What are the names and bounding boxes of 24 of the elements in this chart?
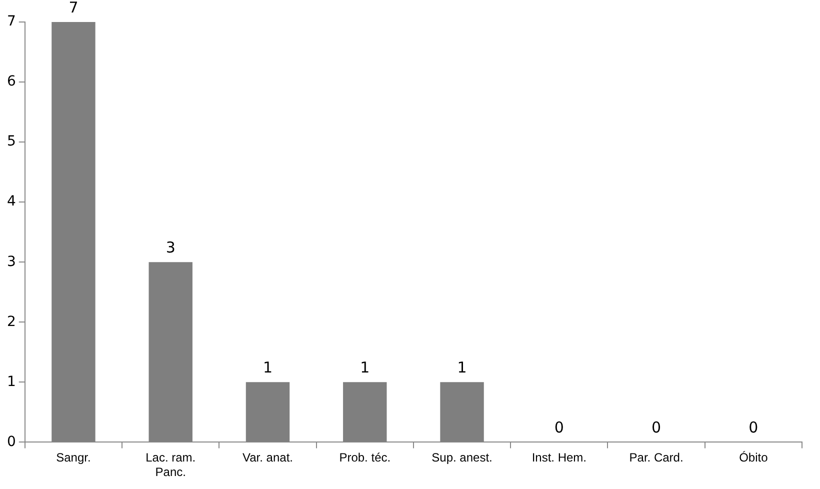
- y-tick-label: 1: [6, 374, 16, 390]
- data-label: 1: [457, 358, 467, 377]
- data-label: 0: [554, 418, 564, 437]
- data-label: 1: [360, 358, 370, 377]
- data-label: 7: [68, 0, 78, 16]
- y-tick-label: 0: [6, 434, 16, 450]
- y-tick-label: 7: [6, 14, 16, 30]
- y-tick-label: 6: [6, 74, 16, 90]
- x-tick-label: Inst. Hem.: [532, 450, 586, 465]
- data-label: 1: [262, 358, 273, 377]
- data-label: 3: [166, 238, 176, 257]
- y-tick-label: 4: [6, 194, 16, 210]
- x-tick-label: Sangr.: [56, 450, 91, 465]
- data-label: 0: [652, 418, 662, 437]
- y-tick-label: 3: [6, 254, 16, 270]
- x-tick-label: Par. Card.: [629, 450, 684, 465]
- x-tick-label: Lac. ram. Panc.: [146, 450, 196, 480]
- data-label: 0: [748, 418, 758, 437]
- x-tick-label: Sup. anest.: [432, 450, 492, 465]
- x-tick-label: Var. anat.: [242, 450, 293, 465]
- y-tick-label: 5: [6, 134, 16, 150]
- x-tick-label: Óbito: [739, 450, 768, 465]
- x-tick-label: Prob. téc.: [339, 450, 391, 465]
- y-tick-label: 2: [6, 314, 16, 330]
